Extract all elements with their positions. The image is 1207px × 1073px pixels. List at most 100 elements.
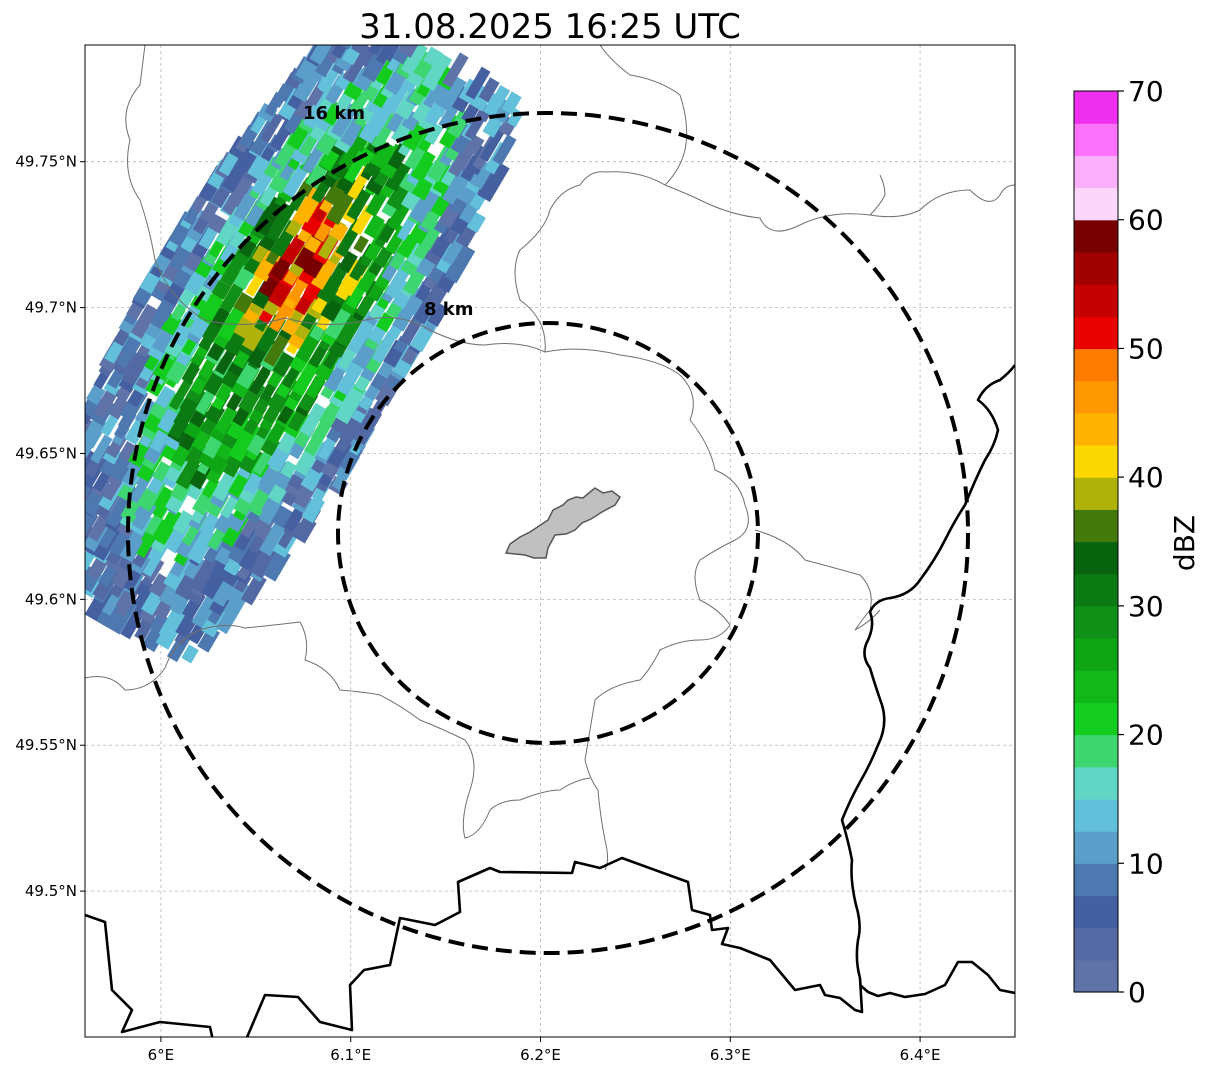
- echo-cell: [466, 211, 486, 233]
- colorbar-cell: [1074, 444, 1118, 478]
- echo-cell: [50, 516, 68, 537]
- admin-boundary-south-loop: [85, 621, 591, 839]
- echo-cell: [219, 255, 246, 287]
- echo-cell: [293, 97, 315, 120]
- echo-cell: [401, 120, 429, 152]
- echo-cell: [353, 235, 369, 253]
- lon-tick-label: 6.3°E: [710, 1046, 751, 1064]
- echo-cell: [219, 279, 246, 313]
- echo-cell: [326, 188, 356, 226]
- echo-cell: [39, 516, 72, 558]
- echo-cell: [310, 257, 338, 291]
- echo-cell: [31, 513, 58, 547]
- echo-cell: [85, 562, 94, 593]
- echo-cell: [424, 122, 444, 145]
- lat-tick-label: 49.7°N: [25, 299, 77, 317]
- colorbar-cell: [1074, 605, 1118, 639]
- colorbar-cell: [1074, 863, 1118, 897]
- echo-cell: [301, 495, 326, 524]
- echo-cell: [384, 83, 409, 115]
- echo-cell: [346, 188, 372, 221]
- echo-cell: [330, 102, 359, 138]
- colorbar-cell: [1074, 895, 1118, 929]
- range-ring-16km: [126, 111, 970, 955]
- admin-boundary-west-loop: [125, 45, 486, 346]
- echo-cell: [22, 532, 52, 571]
- echo-cell: [478, 77, 500, 103]
- echo-cell: [213, 508, 236, 534]
- echo-cell: [152, 461, 171, 483]
- echo-cell: [479, 124, 507, 162]
- colorbar-tick-label: 20: [1128, 719, 1164, 752]
- admin-boundary-north-stub: [599, 45, 688, 186]
- echo-cell: [332, 0, 363, 40]
- radar-site-polygon: [504, 487, 622, 559]
- colorbar-cell: [1074, 123, 1118, 156]
- echo-cell: [217, 302, 248, 342]
- echo-cell: [387, 200, 412, 231]
- echo-cell: [65, 550, 84, 571]
- echo-cell: [263, 329, 292, 367]
- echo-cell: [276, 431, 298, 455]
- map-gridlines: [85, 45, 1015, 1037]
- echo-cell: [442, 52, 469, 88]
- echo-cell: [334, 383, 367, 425]
- echo-cell: [168, 377, 194, 411]
- admin-boundary-east: [754, 529, 881, 631]
- echo-cell: [464, 134, 485, 156]
- echo-cell: [41, 481, 69, 516]
- border-southeast: [859, 960, 1015, 999]
- lat-tick-label: 49.55°N: [15, 736, 77, 754]
- colorbar-cell: [1074, 251, 1118, 285]
- echo-cell: [47, 549, 72, 579]
- echo-cell: [365, 187, 389, 217]
- echo-cell: [211, 279, 232, 300]
- echo-cell: [53, 524, 81, 562]
- echo-cell: [299, 402, 327, 437]
- echo-cell: [175, 614, 198, 639]
- colorbar-ticks: 0 10 20 30 40 50 60 70: [1118, 75, 1164, 1009]
- echo-cell: [427, 302, 449, 327]
- echo-cell: [423, 46, 444, 68]
- lon-tick-label: 6.1°E: [330, 1046, 371, 1064]
- national-borders: [85, 364, 1015, 1037]
- echo-cell: [490, 85, 511, 108]
- lat-tick-label: 49.65°N: [15, 444, 77, 462]
- echo-cell: [368, 45, 394, 56]
- lat-tick-label: 49.5°N: [25, 882, 77, 900]
- colorbar-tick-label: 40: [1128, 461, 1164, 494]
- echo-cell: [214, 405, 238, 435]
- colorbar-cell: [1074, 766, 1118, 800]
- colorbar-tick-label: 0: [1128, 976, 1146, 1009]
- echo-cell: [444, 244, 476, 284]
- echo-cell: [369, 140, 396, 170]
- echo-cell: [189, 554, 221, 594]
- echo-cell: [477, 161, 510, 203]
- border-east-river: [840, 364, 1015, 979]
- colorbar-tick-label: 70: [1128, 75, 1164, 108]
- echo-cell: [51, 502, 75, 529]
- colorbar-tick-label: 50: [1128, 332, 1164, 365]
- echo-cell: [309, 45, 341, 66]
- echo-cell: [378, 45, 406, 62]
- colorbar-cell: [1074, 927, 1118, 961]
- echo-cell: [410, 150, 436, 182]
- colorbar-cell: [1074, 734, 1118, 768]
- echo-cell: [198, 512, 221, 538]
- echo-cell: [372, 330, 397, 364]
- echo-cell: [85, 384, 106, 406]
- range-rings: [126, 111, 970, 955]
- colorbar-tick-label: 30: [1128, 590, 1164, 623]
- colorbar: 0 10 20 30 40 50 60 70 dBZ: [1073, 75, 1201, 1009]
- colorbar-cell: [1074, 541, 1118, 575]
- lat-tick-label: 49.75°N: [15, 153, 77, 171]
- colorbar-frame: [1073, 90, 1119, 993]
- echo-cell: [153, 486, 176, 512]
- echo-cell: [465, 66, 491, 100]
- colorbar-cell: [1074, 412, 1118, 446]
- echo-cell: [44, 468, 75, 508]
- colorbar-cells: [1074, 91, 1118, 993]
- echo-cell: [58, 556, 83, 586]
- lon-tick-label: 6°E: [148, 1046, 175, 1064]
- echo-cell: [421, 52, 453, 92]
